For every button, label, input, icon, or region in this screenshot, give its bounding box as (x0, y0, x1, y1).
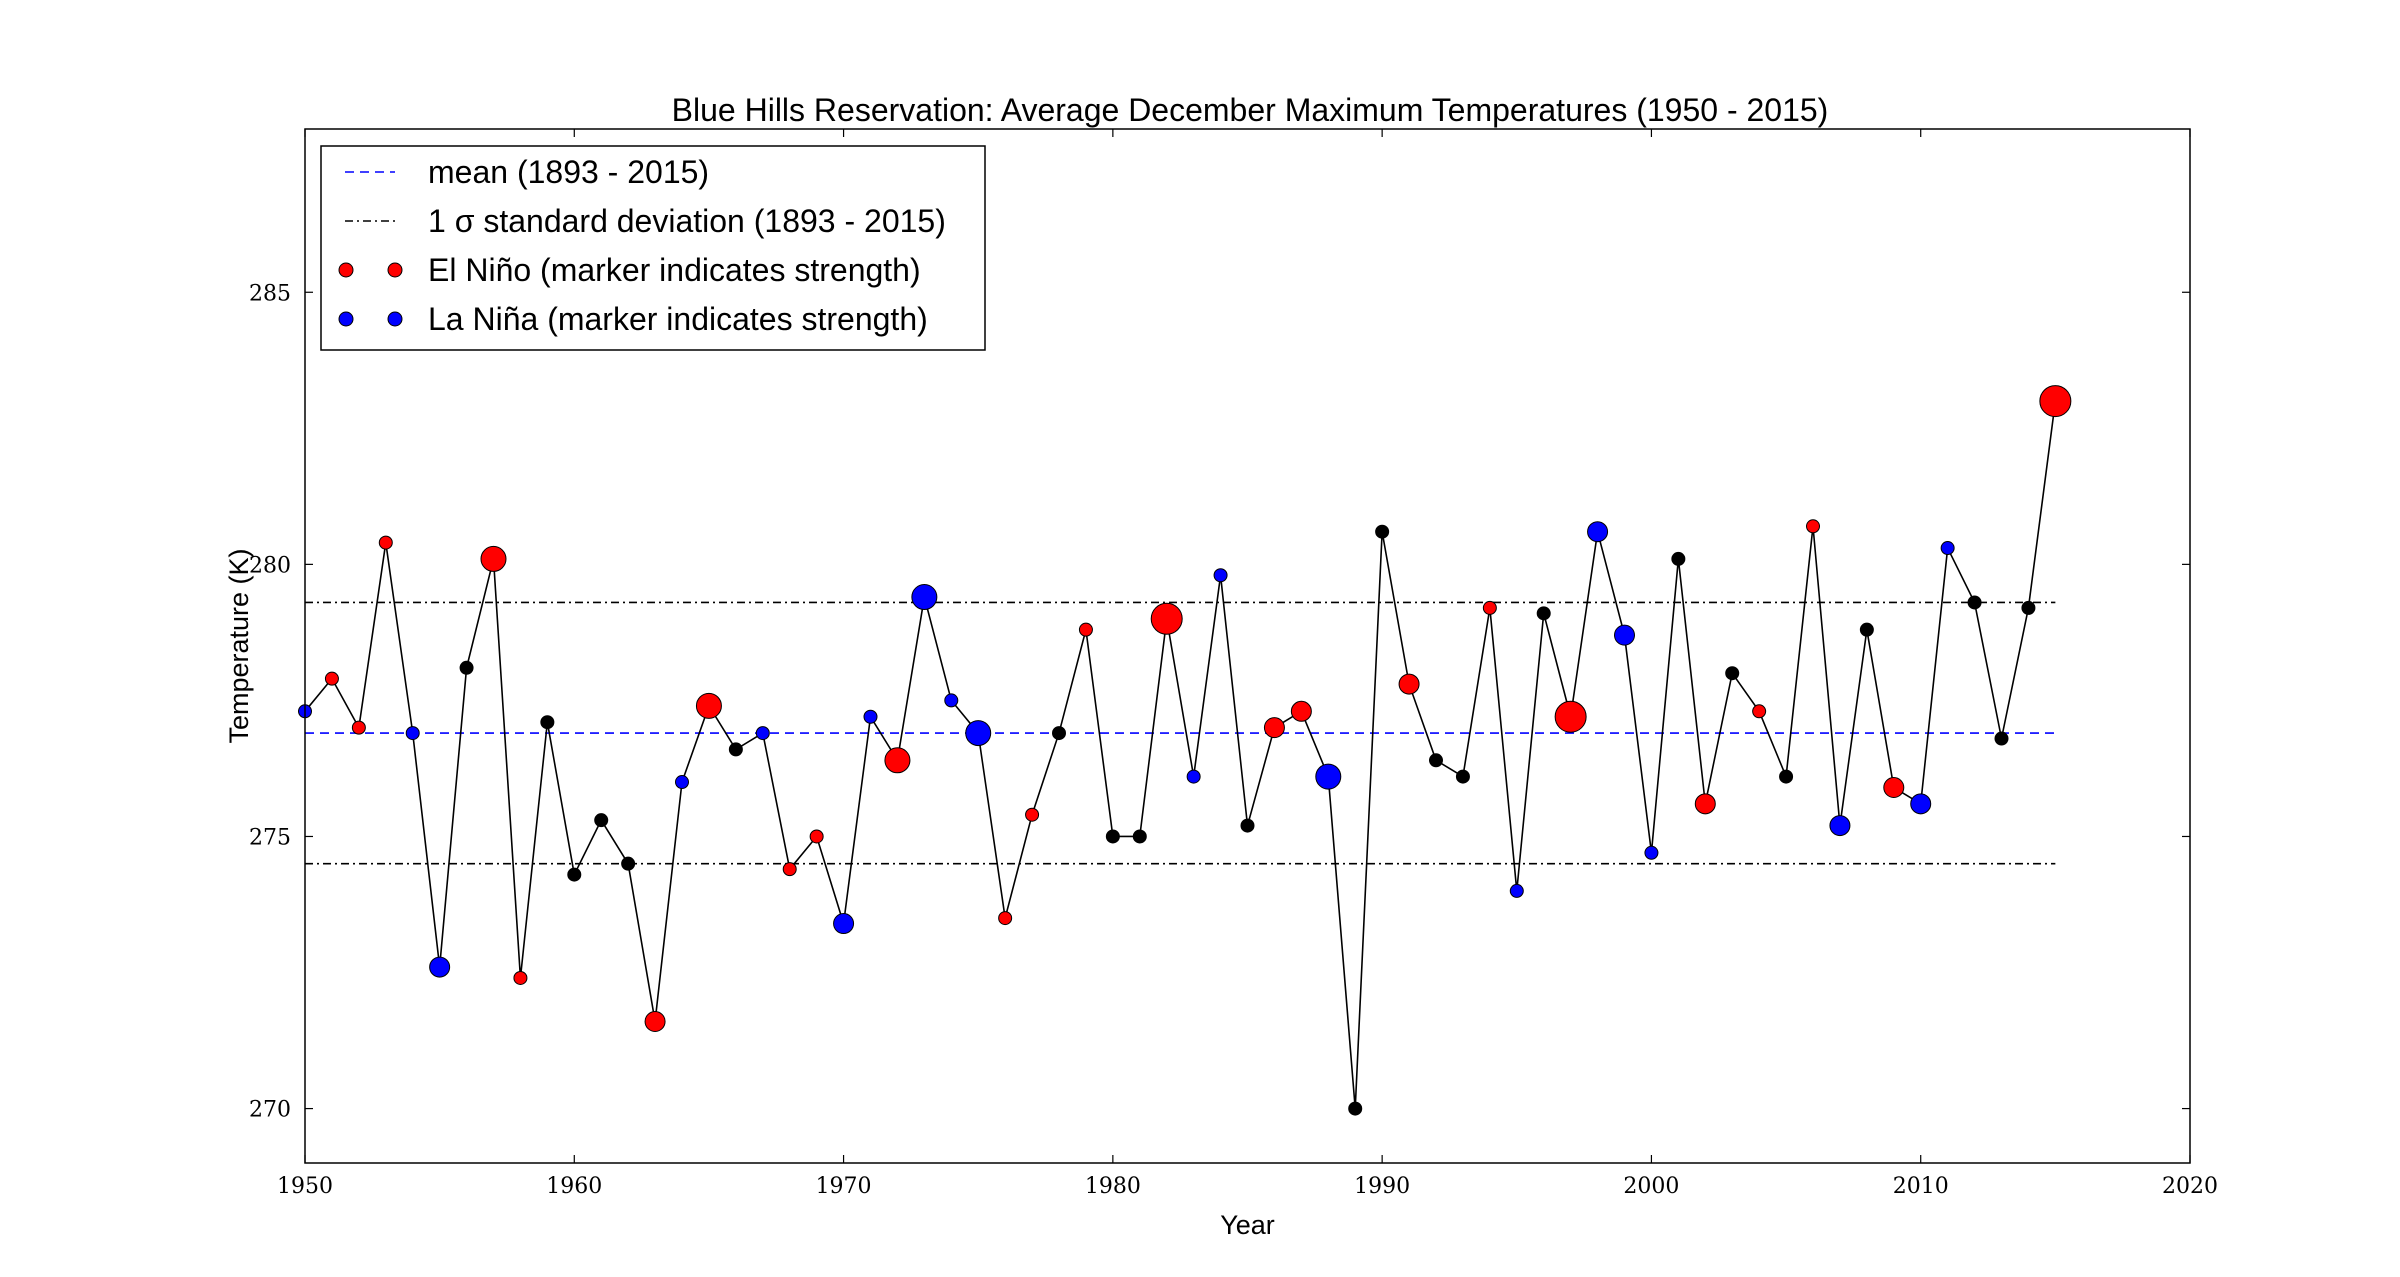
x-tick-label: 2020 (2162, 1174, 2218, 1199)
data-point (1429, 753, 1443, 768)
x-tick-label: 1950 (277, 1174, 333, 1199)
data-point (1859, 622, 1874, 637)
legend-box (320, 145, 986, 351)
data-point (911, 584, 938, 611)
legend-marker (338, 262, 354, 278)
data-point (1482, 600, 1497, 615)
data-point (675, 775, 689, 790)
data-point (1186, 769, 1201, 784)
x-axis: 1950 1960 1970 1980 1990 2000 2010 2020 (277, 129, 2218, 1199)
data-point (1779, 769, 1794, 784)
data-point (1883, 776, 1905, 798)
data-point (863, 709, 878, 724)
data-point (1725, 666, 1740, 681)
data-point (1290, 700, 1312, 722)
y-tick-label: 285 (249, 281, 291, 306)
data-point (1671, 551, 1686, 566)
data-point (782, 862, 797, 877)
data-point (429, 956, 451, 978)
x-tick-label: 1980 (1085, 1174, 1141, 1199)
data-point (513, 970, 528, 985)
legend-label: mean (1893 - 2015) (428, 154, 709, 190)
y-axis: 270 275 280 285 (249, 281, 2190, 1123)
data-point (459, 660, 474, 675)
plot-area (298, 385, 2072, 1116)
data-point (1240, 818, 1255, 833)
legend-label: El Niño (marker indicates strength) (428, 252, 921, 288)
data-point (1694, 793, 1716, 815)
data-point (378, 535, 393, 550)
data-point (1025, 807, 1040, 822)
x-axis-label: Year (1220, 1210, 1275, 1240)
data-point (1078, 622, 1093, 637)
data-point (1967, 595, 1982, 610)
data-point (1587, 521, 1609, 543)
x-tick-label: 1960 (546, 1174, 602, 1199)
data-point (998, 911, 1013, 926)
data-point (1994, 731, 2009, 746)
data-point (833, 913, 855, 935)
chart-title: Blue Hills Reservation: Average December… (672, 92, 1829, 128)
data-point (809, 829, 824, 844)
legend-label: 1 σ standard deviation (1893 - 2015) (428, 203, 946, 239)
data-point (1752, 704, 1767, 719)
y-tick-label: 270 (249, 1098, 291, 1123)
data-point (1644, 845, 1659, 860)
legend-label: La Niña (marker indicates strength) (428, 301, 928, 337)
x-tick-label: 2000 (1623, 1174, 1679, 1199)
data-point (594, 813, 609, 828)
y-tick-label: 280 (249, 553, 291, 578)
data-point (567, 867, 582, 882)
data-point (965, 720, 992, 747)
data-point (695, 692, 722, 719)
data-point (2021, 600, 2036, 615)
data-point (884, 747, 911, 774)
data-point (1554, 700, 1587, 733)
data-point (621, 856, 636, 871)
legend-marker (387, 262, 403, 278)
data-point (480, 545, 507, 572)
y-axis-label: Temperature (K) (224, 548, 254, 743)
data-point (755, 726, 770, 741)
data-point (1806, 519, 1820, 534)
data-point (1455, 769, 1470, 784)
data-point (405, 726, 420, 741)
data-point (1150, 602, 1183, 635)
data-point (324, 671, 339, 686)
legend-marker (387, 311, 403, 327)
legend-marker (338, 311, 354, 327)
data-point (1263, 717, 1285, 739)
data-point (1536, 606, 1551, 621)
data-point (2039, 385, 2072, 418)
data-point (1509, 883, 1524, 898)
data-point (1614, 624, 1635, 646)
data-point (351, 720, 366, 735)
data-point (644, 1011, 666, 1033)
data-point (1348, 1101, 1363, 1116)
x-tick-label: 1970 (816, 1174, 872, 1199)
data-point (728, 742, 743, 757)
y-tick-label: 275 (249, 825, 291, 850)
data-point (1829, 815, 1851, 837)
data-point (944, 693, 959, 708)
data-point (540, 715, 555, 730)
x-tick-label: 1990 (1354, 1174, 1410, 1199)
data-point (1398, 673, 1420, 695)
data-point (1910, 793, 1932, 815)
data-point (1940, 541, 1955, 556)
data-point (1052, 726, 1066, 741)
legend: mean (1893 - 2015) 1 σ standard deviation… (320, 145, 986, 351)
data-point (1213, 568, 1228, 583)
temperature-series-line (304, 401, 2057, 1109)
data-point (1105, 829, 1120, 844)
x-tick-label: 2010 (1893, 1174, 1949, 1199)
data-point (1375, 524, 1390, 539)
data-point (1132, 829, 1147, 844)
data-point (1315, 763, 1342, 790)
plot-frame (304, 128, 2191, 1164)
